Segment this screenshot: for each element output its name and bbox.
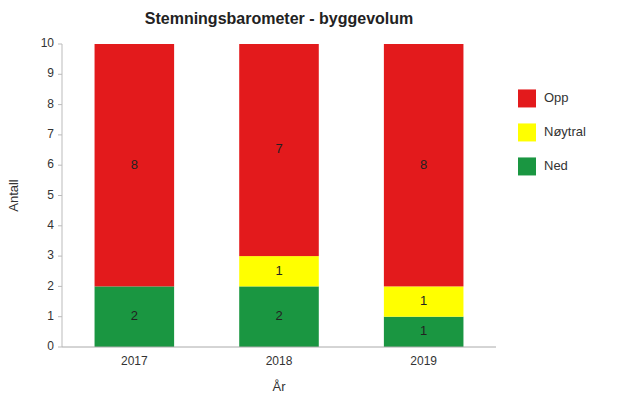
y-tick bbox=[58, 286, 62, 287]
data-label: 7 bbox=[275, 141, 282, 156]
legend-label: Nøytral bbox=[544, 124, 586, 139]
y-tick bbox=[58, 44, 62, 45]
x-tick-label: 2019 bbox=[410, 354, 437, 368]
y-tick-label: 9 bbox=[47, 66, 54, 80]
y-tick-label: 2 bbox=[47, 279, 54, 293]
y-tick-label: 7 bbox=[47, 127, 54, 141]
data-label: 1 bbox=[420, 293, 427, 308]
y-tick-label: 6 bbox=[47, 157, 54, 171]
y-tick bbox=[58, 104, 62, 105]
bar-segment bbox=[384, 44, 464, 286]
title: Stemningsbarometer - byggevolum bbox=[145, 10, 414, 27]
data-label: 1 bbox=[275, 263, 282, 278]
y-tick bbox=[58, 165, 62, 166]
data-label: 1 bbox=[420, 323, 427, 338]
data-label: 2 bbox=[131, 308, 138, 323]
legend-label: Opp bbox=[544, 90, 569, 105]
y-axis: 0 1 2 3 4 5 6 7 8 9 10 bbox=[41, 36, 62, 353]
chart: 0 1 2 3 4 5 6 7 8 9 10 2 8 2 1 7 1 1 8 2017 2018 2019 Stemning… bbox=[0, 0, 621, 405]
y-tick-label: 1 bbox=[47, 309, 54, 323]
y-tick bbox=[58, 347, 62, 348]
bar-segment bbox=[384, 286, 464, 316]
bar-segment bbox=[95, 286, 175, 347]
data-label: 8 bbox=[420, 157, 427, 172]
legend-swatch bbox=[518, 123, 536, 141]
y-tick bbox=[58, 195, 62, 196]
y-tick-label: 0 bbox=[47, 339, 54, 353]
data-label: 8 bbox=[131, 157, 138, 172]
legend-swatch bbox=[518, 157, 536, 175]
y-axis-label: Antall bbox=[6, 179, 21, 212]
bar-segment bbox=[239, 286, 319, 347]
x-axis-line bbox=[62, 347, 496, 348]
bar-segment bbox=[239, 256, 319, 286]
y-tick bbox=[58, 134, 62, 135]
bars bbox=[95, 44, 464, 347]
y-tick-label: 8 bbox=[47, 97, 54, 111]
y-tick bbox=[58, 225, 62, 226]
y-tick-label: 10 bbox=[41, 36, 55, 50]
x-tick-label: 2017 bbox=[121, 354, 148, 368]
x-axis: 2017 2018 2019 bbox=[62, 347, 496, 368]
y-tick bbox=[58, 316, 62, 317]
bar-segment bbox=[239, 44, 319, 256]
bar-segment bbox=[384, 317, 464, 347]
y-tick-label: 3 bbox=[47, 248, 54, 262]
legend-swatch bbox=[518, 89, 536, 107]
bar-segment bbox=[95, 44, 175, 286]
y-tick-label: 4 bbox=[47, 218, 54, 232]
y-tick bbox=[58, 256, 62, 257]
data-label: 2 bbox=[275, 308, 282, 323]
chart-container: 0 1 2 3 4 5 6 7 8 9 10 2 8 2 1 7 1 1 8 2017 2018 2019 Stemning… bbox=[0, 0, 621, 405]
legend-label: Ned bbox=[544, 158, 568, 173]
x-axis-label: År bbox=[273, 379, 287, 394]
x-tick-label: 2018 bbox=[266, 354, 293, 368]
y-tick bbox=[58, 74, 62, 75]
data-labels: 2 8 2 1 7 1 1 8 bbox=[131, 141, 428, 338]
legend: Opp Nøytral Ned bbox=[518, 89, 586, 175]
y-tick-label: 5 bbox=[47, 188, 54, 202]
